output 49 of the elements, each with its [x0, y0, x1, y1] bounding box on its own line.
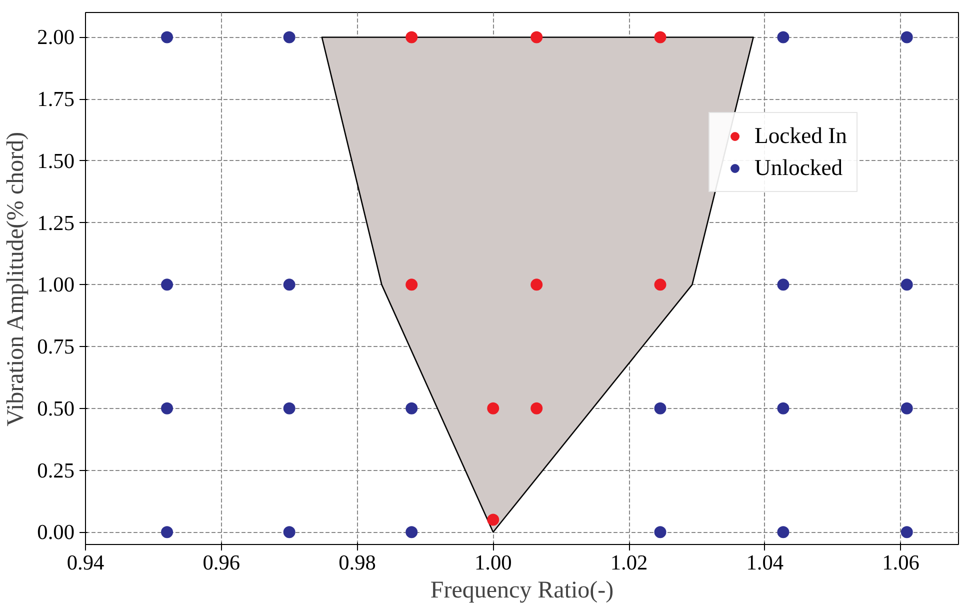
- y-tick-label: 2.00: [37, 25, 75, 50]
- y-tick-label: 0.50: [37, 396, 75, 420]
- point: [161, 526, 174, 538]
- point: [654, 526, 666, 538]
- point: [654, 278, 666, 291]
- x-axis-title: Frequency Ratio(-): [430, 578, 614, 604]
- point: [530, 31, 543, 44]
- point: [777, 31, 790, 44]
- x-tick-label: 1.06: [882, 550, 920, 574]
- point: [900, 31, 913, 44]
- y-tick-label: 1.75: [37, 87, 75, 112]
- x-tick-label: 0.98: [338, 550, 376, 574]
- point: [530, 278, 543, 291]
- point: [161, 278, 174, 291]
- point: [406, 402, 418, 414]
- x-tick-label: 1.02: [610, 550, 648, 574]
- point: [283, 526, 296, 538]
- point: [161, 31, 174, 44]
- x-tick-label: 1.04: [746, 550, 784, 574]
- point: [406, 278, 418, 291]
- x-tick-label: 0.94: [66, 550, 104, 574]
- x-tick-label: 1.00: [474, 550, 512, 574]
- point: [777, 526, 790, 538]
- point: [161, 402, 174, 414]
- y-tick-label: 0.75: [37, 334, 75, 359]
- y-tick-label: 0.25: [37, 458, 75, 482]
- y-tick-label: 1.00: [37, 272, 75, 297]
- point: [487, 402, 500, 414]
- point: [777, 402, 790, 414]
- point: [283, 31, 296, 44]
- y-axis-title: Vibration Amplitude(% chord): [3, 132, 30, 426]
- y-tick-label: 0.00: [37, 520, 75, 544]
- legend-label: Unlocked: [754, 155, 843, 181]
- point: [406, 31, 418, 44]
- point: [900, 402, 913, 414]
- point: [654, 402, 666, 414]
- legend-label: Locked In: [754, 123, 847, 149]
- x-tick-label: 0.96: [202, 550, 240, 574]
- point: [900, 278, 913, 291]
- point: [406, 526, 418, 538]
- point: [283, 402, 296, 414]
- point: [530, 402, 543, 414]
- y-tick-label: 1.50: [37, 148, 75, 173]
- point: [900, 526, 913, 538]
- point: [777, 278, 790, 291]
- point: [654, 31, 666, 44]
- point: [283, 278, 296, 291]
- point: [487, 514, 500, 526]
- y-tick-label: 1.25: [37, 210, 75, 235]
